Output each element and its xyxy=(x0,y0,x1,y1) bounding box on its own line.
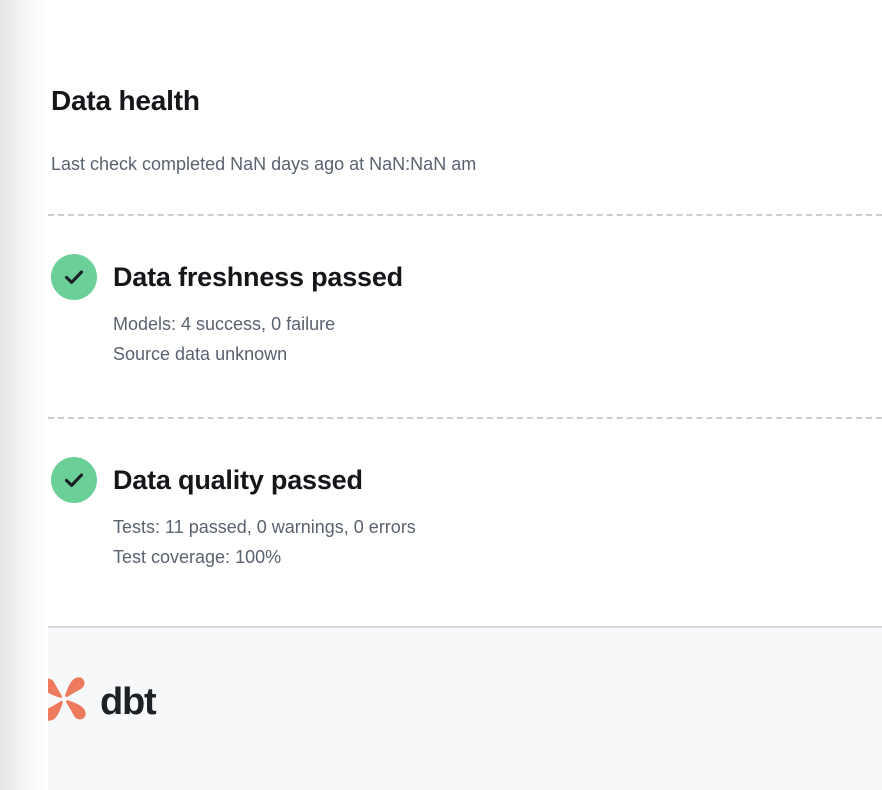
check-title: Data quality passed xyxy=(113,465,363,495)
check-detail-line: Test coverage: 100% xyxy=(113,547,282,567)
check-details: Models: 4 success, 0 failure Source data… xyxy=(113,309,882,369)
divider-top xyxy=(48,214,882,216)
check-detail-line: Tests: 11 passed, 0 warnings, 0 errors xyxy=(113,517,416,537)
check-detail-line: Models: 4 success, 0 failure xyxy=(113,314,336,334)
check-group-data-quality: Data quality passed Tests: 11 passed, 0 … xyxy=(51,457,882,572)
dbt-wordmark: dbt xyxy=(100,680,157,723)
check-circle-icon xyxy=(51,254,97,300)
divider-middle xyxy=(48,417,882,419)
check-header: Data quality passed xyxy=(51,457,882,503)
widget-footer: dbt xyxy=(0,626,882,790)
check-group-data-freshness: Data freshness passed Models: 4 success,… xyxy=(51,254,882,369)
check-details: Tests: 11 passed, 0 warnings, 0 errors T… xyxy=(113,512,882,572)
dbt-branding: dbt xyxy=(40,674,157,729)
data-health-body: Data health Last check completed NaN day… xyxy=(48,85,882,572)
dbt-logo-icon xyxy=(40,674,88,729)
check-circle-icon xyxy=(51,457,97,503)
check-header: Data freshness passed xyxy=(51,254,882,300)
check-title: Data freshness passed xyxy=(113,262,403,292)
check-detail-line: Source data unknown xyxy=(113,344,288,364)
page-title: Data health xyxy=(51,85,200,116)
last-check-status-text: Last check completed NaN days ago at NaN… xyxy=(51,154,477,174)
